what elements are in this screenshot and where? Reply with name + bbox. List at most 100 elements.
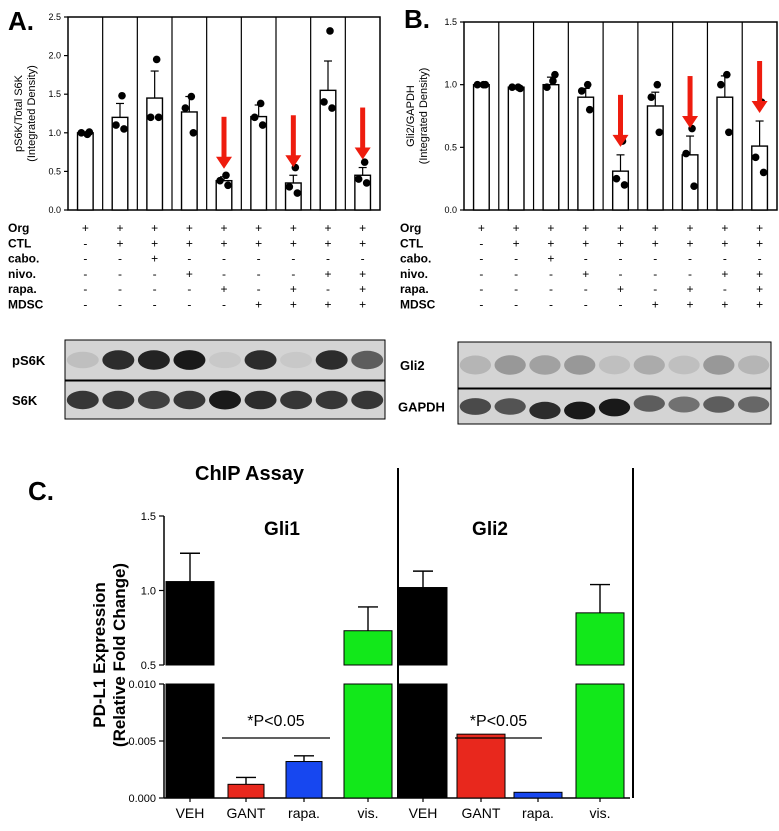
chip-assay-title: ChIP Assay <box>195 463 305 485</box>
a-blot-band <box>280 390 313 410</box>
a-condition-symbol: + <box>186 221 193 235</box>
a-condition-symbol: - <box>118 282 122 296</box>
a-blot-band <box>137 350 170 370</box>
a-condition-symbol: + <box>290 236 297 250</box>
a-blot-band <box>351 350 384 370</box>
panel-c-label: C. <box>28 476 54 506</box>
b-condition-row-label: cabo. <box>400 252 431 266</box>
a-data-point <box>328 104 336 112</box>
b-condition-symbol: - <box>549 267 553 281</box>
a-condition-symbol: + <box>186 236 193 250</box>
c-ytick-label-lower: 0.000 <box>128 793 156 805</box>
b-data-point <box>725 128 733 137</box>
b-data-point <box>508 83 516 91</box>
a-condition-symbol: - <box>83 252 87 266</box>
a-data-point <box>189 129 198 137</box>
b-condition-symbol: - <box>653 252 657 266</box>
b-blot-band <box>529 401 561 420</box>
b-condition-symbol: + <box>652 221 659 235</box>
c-ylabel: PD-L1 Expression(Relative Fold Change) <box>90 563 129 747</box>
c-bar-lower <box>398 683 448 799</box>
a-data-point <box>120 125 128 133</box>
a-condition-symbol: + <box>324 236 331 250</box>
a-condition-row-label: cabo. <box>8 252 39 266</box>
b-bar <box>542 83 560 211</box>
a-condition-symbol: - <box>222 298 226 312</box>
c-bar <box>513 791 563 799</box>
a-ylabel-line: pS6K/Total S6K <box>13 74 25 152</box>
a-ylabel: pS6K/Total S6K(Integrated Density) <box>13 65 38 162</box>
a-ytick-label: 1.5 <box>48 89 61 99</box>
b-condition-symbol: + <box>756 298 763 312</box>
b-data-point <box>481 80 490 89</box>
a-condition-symbol: + <box>220 236 227 250</box>
b-condition-symbol: + <box>756 267 763 281</box>
b-bar <box>646 105 664 211</box>
b-data-point <box>516 84 524 93</box>
a-data-point <box>250 113 259 122</box>
a-blot-label: pS6K <box>12 353 46 368</box>
a-condition-symbol: - <box>118 298 122 312</box>
b-data-point <box>717 80 725 89</box>
a-data-point <box>258 121 267 129</box>
b-condition-symbol: + <box>617 282 624 296</box>
b-condition-symbol: + <box>582 267 589 281</box>
a-data-point <box>152 55 161 64</box>
a-condition-symbol: - <box>257 267 261 281</box>
b-ytick-label: 1.0 <box>444 80 457 90</box>
a-data-point <box>146 113 155 122</box>
a-condition-symbol: - <box>187 252 191 266</box>
c-ytick-label-upper: 1.0 <box>141 586 156 598</box>
b-ytick-label: 1.5 <box>444 17 457 27</box>
b-data-point <box>612 174 621 183</box>
b-condition-symbol: + <box>652 298 659 312</box>
c-ytick-label-lower: 0.005 <box>128 736 156 748</box>
b-condition-symbol: + <box>721 267 728 281</box>
a-blot-band <box>280 351 313 369</box>
b-ylabel: Gli2/GAPDH(Integrated Density) <box>405 68 430 165</box>
a-condition-symbol: - <box>83 267 87 281</box>
a-ytick-label: 2.0 <box>48 51 61 61</box>
a-bar <box>146 97 164 211</box>
a-condition-symbol: + <box>116 236 123 250</box>
b-condition-symbol: - <box>479 282 483 296</box>
b-red-arrow-head <box>612 134 629 147</box>
a-condition-symbol: - <box>326 282 330 296</box>
c-category-label: vis. <box>358 805 379 821</box>
b-data-point <box>577 87 586 95</box>
a-blot-band <box>102 390 135 410</box>
b-blot-band <box>737 355 770 375</box>
b-condition-symbol: + <box>478 221 485 235</box>
b-blot-label: Gli2 <box>400 358 425 373</box>
c-ylabel-line: (Relative Fold Change) <box>110 563 129 747</box>
b-condition-symbol: + <box>547 236 554 250</box>
a-data-point <box>326 27 334 35</box>
b-condition-symbol: + <box>687 221 694 235</box>
b-blot-band <box>668 396 700 413</box>
a-condition-symbol: - <box>83 298 87 312</box>
a-data-point <box>354 175 363 183</box>
b-data-point <box>759 168 768 177</box>
b-bar <box>472 83 490 211</box>
b-condition-symbol: - <box>479 236 483 250</box>
a-ytick-label: 1.0 <box>48 128 61 138</box>
b-blot-band <box>529 355 561 375</box>
b-bar <box>751 145 769 211</box>
b-condition-symbol: + <box>582 221 589 235</box>
a-data-point <box>360 158 369 166</box>
b-condition-row-label: nivo. <box>400 267 428 281</box>
a-bar <box>250 115 268 211</box>
a-condition-symbol: + <box>255 298 262 312</box>
b-condition-symbol: + <box>756 221 763 235</box>
a-data-point <box>224 181 232 190</box>
b-condition-symbol: - <box>584 298 588 312</box>
a-condition-symbol: - <box>187 298 191 312</box>
a-blot-band <box>209 351 241 369</box>
c-bar <box>227 783 265 799</box>
b-blot-band <box>564 401 596 420</box>
panel-b-label: B. <box>404 4 430 34</box>
a-blot-band <box>102 350 135 370</box>
b-condition-symbol: + <box>652 236 659 250</box>
c-category-label: VEH <box>176 805 205 821</box>
b-condition-symbol: - <box>479 252 483 266</box>
